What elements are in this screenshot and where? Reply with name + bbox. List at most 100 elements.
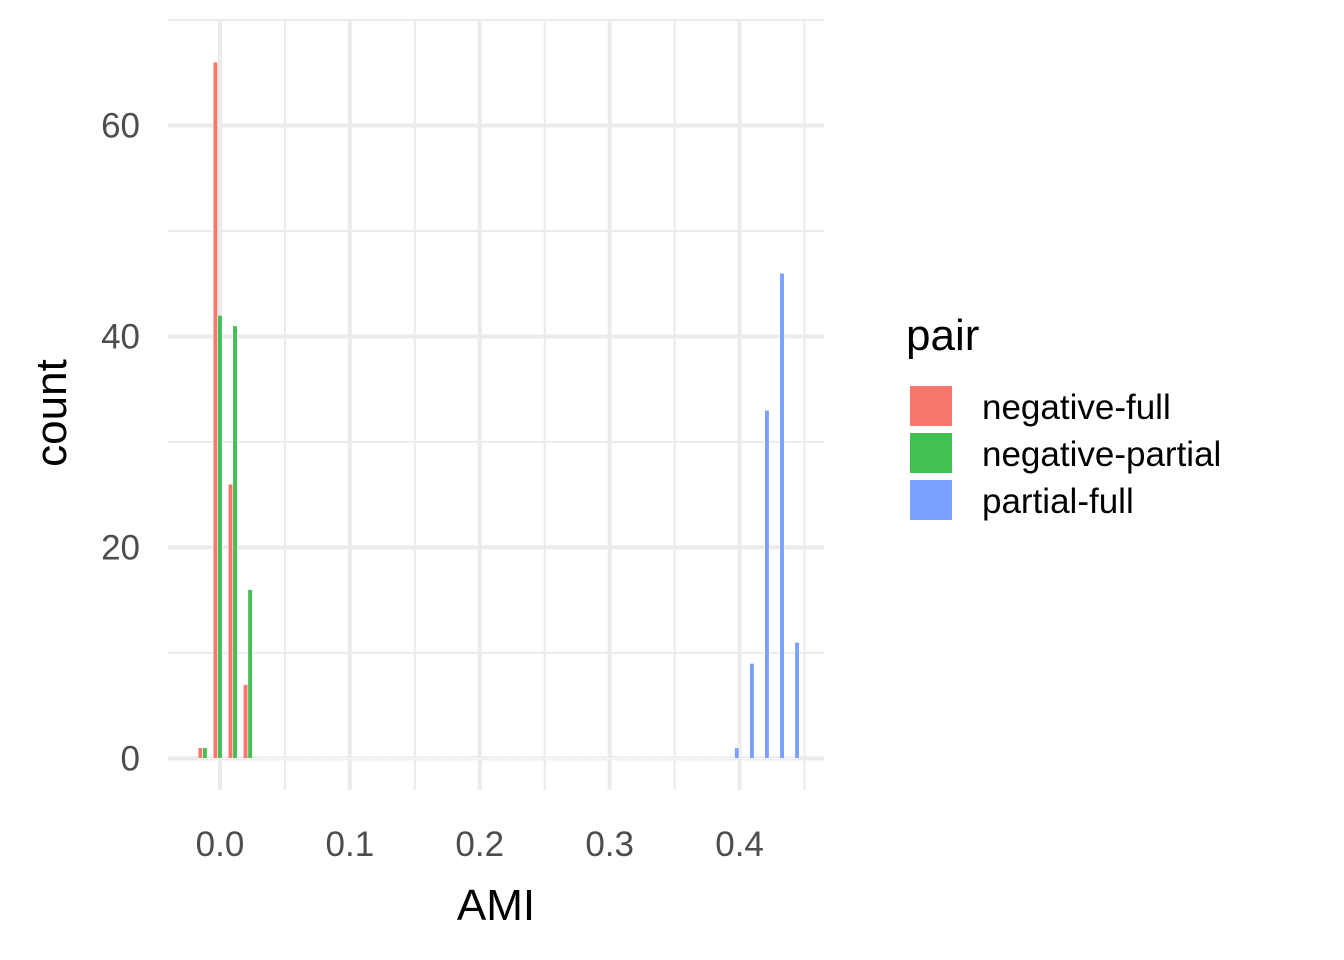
bar-partial-full-34 (719, 758, 725, 760)
bar-negative-full-28 (619, 758, 625, 760)
bar-negative-partial-35 (729, 758, 735, 760)
legend-label-negative-full: negative-full (982, 388, 1171, 427)
bar-negative-full-19 (484, 758, 490, 760)
bar-partial-full-9 (342, 758, 348, 760)
bar-partial-full-0 (206, 758, 212, 760)
bar-negative-full-15 (423, 758, 429, 760)
legend-label-partial-full: partial-full (982, 482, 1134, 521)
bar-partial-full-20 (508, 758, 514, 760)
bar-negative-full-8 (318, 758, 324, 760)
bar-partial-full-23 (553, 758, 559, 760)
bar-negative-partial-24 (563, 758, 570, 760)
bar-negative-partial-8 (322, 758, 329, 760)
bar-negative-full-38 (770, 758, 776, 760)
bar-negative-partial-1 (217, 315, 223, 759)
bar-partial-full-37 (764, 409, 770, 759)
bar-partial-full-22 (538, 758, 544, 760)
bar-negative-partial-0 (202, 747, 208, 759)
bar-negative-full-11 (363, 758, 369, 760)
bar-partial-full-26 (598, 758, 604, 760)
bar-negative-full-23 (544, 758, 550, 760)
bar-negative-partial-4 (262, 758, 268, 760)
bar-partial-full-4 (267, 758, 273, 760)
bar-negative-full-25 (574, 758, 580, 760)
bar-negative-full-13 (393, 758, 399, 760)
bar-negative-partial-23 (548, 758, 555, 760)
bar-negative-partial-12 (383, 758, 389, 760)
bar-negative-full-36 (740, 758, 746, 760)
histogram-bars (197, 61, 800, 760)
bar-negative-full-6 (288, 758, 294, 760)
x-tick-label: 0.1 (326, 825, 375, 864)
bar-partial-full-36 (749, 663, 755, 759)
bar-partial-full-21 (523, 758, 529, 760)
bar-negative-partial-22 (533, 758, 539, 760)
bar-negative-full-35 (725, 758, 731, 760)
y-tick-label: 60 (101, 106, 140, 145)
bar-negative-partial-2 (232, 325, 238, 759)
bar-negative-partial-14 (413, 758, 419, 760)
bar-negative-full-20 (499, 758, 505, 760)
bar-negative-full-2 (227, 483, 234, 759)
bar-negative-full-21 (514, 758, 520, 760)
bar-negative-partial-18 (473, 758, 479, 760)
bar-negative-full-0 (197, 747, 203, 759)
legend-items: negative-full negative-partial partial-ful… (910, 386, 1221, 521)
x-tick-label: 0.4 (715, 825, 764, 864)
bar-negative-full-5 (273, 758, 279, 760)
x-tick-label: 0.3 (585, 825, 634, 864)
bar-partial-full-12 (387, 758, 393, 760)
bar-negative-full-7 (303, 758, 309, 760)
bar-negative-full-26 (589, 758, 595, 760)
bar-partial-full-8 (327, 758, 333, 760)
bar-negative-full-9 (333, 758, 339, 760)
bar-negative-partial-15 (428, 758, 434, 760)
bar-partial-full-17 (463, 758, 469, 760)
bar-negative-partial-29 (639, 758, 645, 760)
bar-partial-full-14 (417, 758, 423, 760)
bar-partial-full-27 (613, 758, 619, 760)
bar-partial-full-5 (282, 758, 288, 760)
bar-negative-full-30 (649, 758, 655, 760)
bar-negative-partial-36 (744, 758, 750, 760)
bar-partial-full-7 (312, 758, 318, 760)
bar-negative-partial-33 (699, 758, 705, 760)
bar-negative-full-39 (785, 758, 791, 760)
bar-negative-full-18 (469, 758, 475, 760)
bar-partial-full-16 (447, 758, 454, 760)
bar-partial-full-11 (372, 758, 378, 760)
bar-negative-partial-19 (488, 758, 494, 760)
bar-negative-partial-37 (759, 758, 765, 760)
y-tick-label: 0 (121, 739, 140, 778)
x-tick-label: 0.0 (196, 825, 245, 864)
bar-negative-full-31 (664, 758, 671, 760)
bar-partial-full-2 (236, 758, 243, 760)
bar-partial-full-6 (297, 758, 303, 760)
bar-negative-full-27 (604, 758, 610, 760)
bar-negative-partial-6 (292, 758, 298, 760)
bar-negative-full-24 (559, 758, 565, 760)
bar-partial-full-30 (658, 758, 665, 760)
bar-partial-full-15 (432, 758, 439, 760)
bar-negative-partial-17 (458, 758, 464, 760)
bar-negative-partial-9 (337, 758, 344, 760)
bar-partial-full-18 (478, 758, 484, 760)
bar-negative-full-17 (453, 758, 460, 760)
bar-negative-full-33 (695, 758, 701, 760)
bar-negative-partial-34 (714, 758, 720, 760)
bar-negative-partial-39 (790, 758, 796, 760)
bar-partial-full-28 (628, 758, 634, 760)
bar-negative-full-29 (634, 758, 640, 760)
bar-partial-full-32 (689, 758, 695, 760)
bar-partial-full-24 (568, 758, 574, 760)
bar-negative-partial-5 (277, 758, 283, 760)
bar-negative-full-22 (529, 758, 535, 760)
legend: pair negative-full negative-partial partia… (906, 311, 1221, 521)
bar-negative-partial-27 (609, 758, 615, 760)
bar-partial-full-29 (643, 758, 649, 760)
bar-partial-full-31 (673, 758, 680, 760)
bar-partial-full-33 (704, 758, 710, 760)
x-tick-label: 0.2 (455, 825, 504, 864)
bar-negative-full-3 (243, 684, 249, 759)
